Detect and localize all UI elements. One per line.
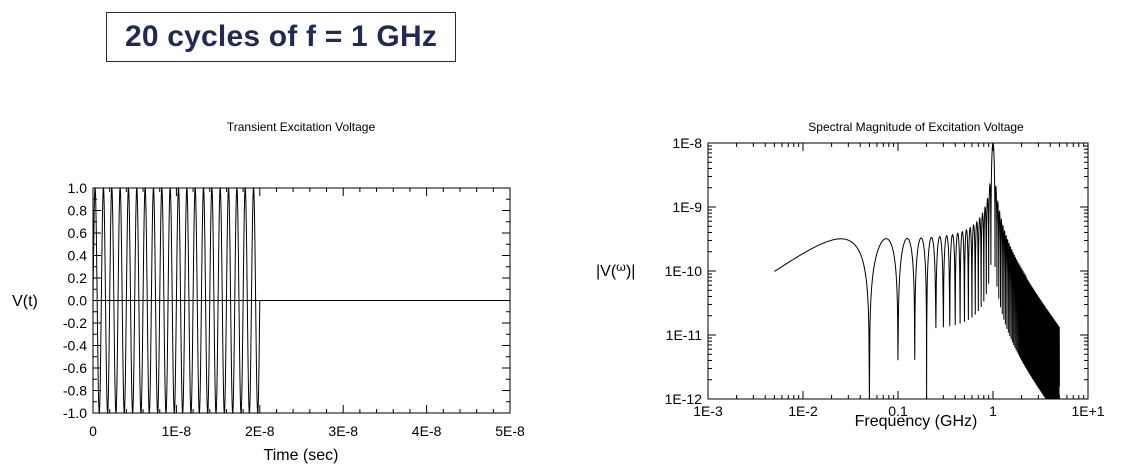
y-tick-label: 0.2 [68, 270, 88, 286]
x-tick-label: 1E-8 [162, 423, 192, 439]
transient-y-tick-labels: 1.0 0.8 0.6 0.4 0.2 0.0 -0.2 -0.4 -0.6 -0.8 -1.0 [63, 180, 87, 421]
transient-chart: Transient Excitation Voltage 0 1E-8 2E-8 3E… [12, 120, 525, 464]
y-tick-label: -0.4 [63, 338, 87, 354]
spectral-y-label-suffix: )| [626, 263, 635, 280]
y-tick-label: 0.0 [68, 293, 88, 309]
spectral-chart: Spectral Magnitude of Excitation Voltage… [596, 120, 1105, 430]
y-tick-label: -0.8 [63, 383, 87, 399]
x-tick-label: 0.1 [888, 403, 908, 419]
banner-text: 20 cycles of f = 1 GHz [124, 20, 438, 53]
y-tick-label: 1E-10 [665, 263, 703, 279]
y-tick-label: 0.6 [68, 225, 88, 241]
spectral-ticks [707, 142, 1089, 400]
y-tick-label: 1E-9 [672, 199, 702, 215]
y-tick-label: 0.8 [68, 203, 88, 219]
x-tick-label: 1E-2 [788, 403, 818, 419]
transient-y-axis-label: V(t) [12, 293, 38, 310]
spectral-x-axis-label: Frequency (GHz) [855, 413, 978, 430]
transient-chart-title: Transient Excitation Voltage [227, 120, 376, 134]
x-tick-label: 1 [989, 403, 997, 419]
x-tick-label: 3E-8 [328, 423, 358, 439]
spectral-series-line [774, 142, 1060, 400]
y-tick-label: 1E-8 [672, 135, 702, 151]
x-tick-label: 1E+1 [1071, 403, 1104, 419]
x-tick-label: 0 [89, 423, 97, 439]
y-tick-label: 1.0 [68, 180, 88, 196]
x-tick-label: 4E-8 [412, 423, 442, 439]
transient-x-tick-labels: 0 1E-8 2E-8 3E-8 4E-8 5E-8 [89, 423, 525, 439]
spectral-y-axis-label: |V(ω)| [596, 260, 635, 280]
y-tick-label: 1E-12 [665, 391, 703, 407]
spectral-y-label-prefix: |V( [596, 263, 617, 280]
y-tick-label: 0.4 [68, 248, 88, 264]
y-tick-label: -0.6 [63, 360, 87, 376]
transient-series-line [92, 187, 510, 414]
spectral-x-tick-labels: 1E-3 1E-2 0.1 1 1E+1 [693, 403, 1105, 419]
y-tick-label: -0.2 [63, 315, 87, 331]
x-tick-label: 1E-3 [693, 403, 723, 419]
y-tick-label: -1.0 [63, 405, 87, 421]
title-banner: 20 cycles of f = 1 GHz [106, 12, 456, 62]
y-tick-label: 1E-11 [666, 327, 703, 343]
spectral-chart-title: Spectral Magnitude of Excitation Voltage [808, 120, 1024, 134]
transient-x-axis-label: Time (sec) [264, 447, 339, 464]
spectral-y-tick-labels: 1E-8 1E-9 1E-10 1E-11 1E-12 [665, 135, 703, 407]
x-tick-label: 2E-8 [245, 423, 275, 439]
spectral-y-label-omega: ω [616, 260, 626, 274]
x-tick-label: 5E-8 [495, 423, 525, 439]
